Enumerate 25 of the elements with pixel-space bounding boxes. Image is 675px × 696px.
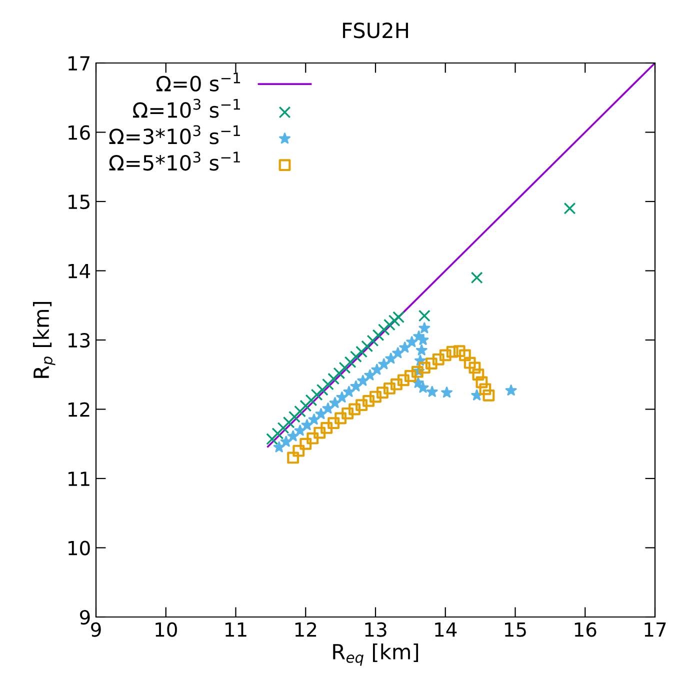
y-tick-label: 14 (68, 264, 90, 278)
x-tick-label: 13 (365, 622, 386, 637)
legend-label: Ω=3*10$^{3}$ s$^{−1}$ (109, 125, 240, 144)
y-axis-title: R$_{p}$ [km] (32, 302, 56, 378)
x-tick-label: 9 (91, 622, 101, 637)
x-tick-label: 16 (574, 622, 596, 637)
y-tick-label: 11 (68, 472, 90, 486)
x-tick-label: 11 (226, 622, 246, 637)
y-tick-label: 17 (68, 56, 90, 70)
x-tick-label: 17 (644, 622, 666, 637)
x-tick-label: 12 (295, 622, 316, 637)
y-tick-label: 16 (68, 125, 90, 140)
y-tick-label: 12 (68, 402, 90, 417)
y-tick-label: 13 (68, 332, 90, 348)
x-tick-label: 14 (435, 622, 457, 637)
y-tick-label: 9 (80, 610, 90, 625)
x-tick-label: 10 (156, 622, 177, 637)
y-tick-label: 10 (68, 540, 90, 556)
chart-title: FSU2H (343, 22, 408, 38)
legend-label: Ω=10$^{3}$ s$^{−1}$ (133, 98, 240, 118)
x-tick-label: 15 (505, 622, 526, 637)
y-tick-label: 15 (68, 194, 90, 210)
legend-label: Ω=5*10$^{3}$ s$^{−1}$ (109, 152, 240, 171)
x-axis-title: R$_{eq}$ [km] (333, 643, 418, 666)
text: Ω=0 s$^{−1}$ (156, 72, 240, 92)
